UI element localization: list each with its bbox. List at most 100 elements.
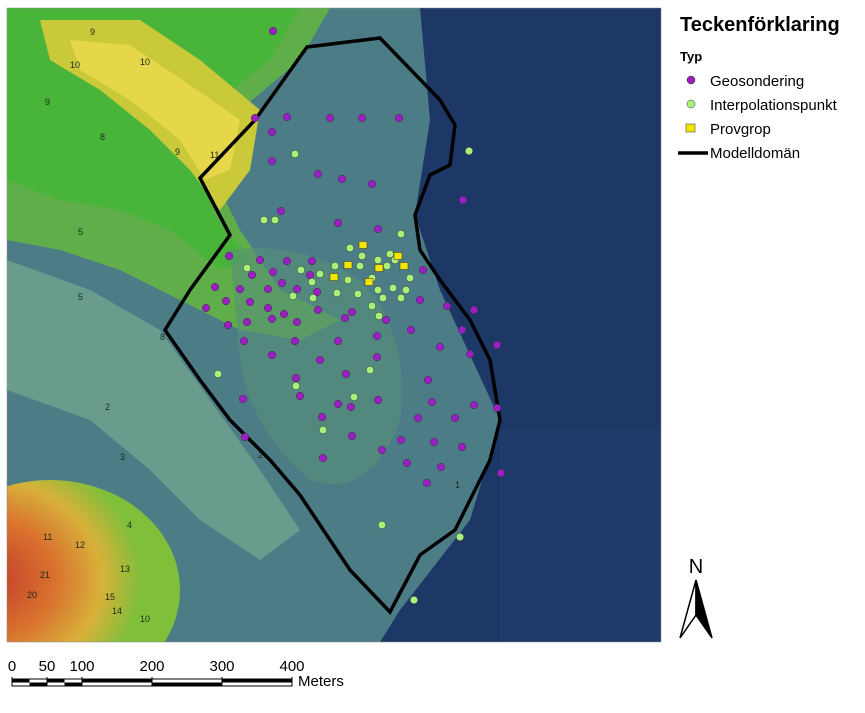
geosondering-point [210, 282, 220, 292]
interpolation-point [270, 215, 280, 225]
interpolation-point [307, 277, 317, 287]
contour-label: 5 [78, 227, 83, 237]
contour-label: 15 [105, 592, 115, 602]
geosondering-point [333, 336, 343, 346]
geosondering-point [367, 179, 377, 189]
contour-label: 21 [40, 570, 50, 580]
interpolation-point [308, 293, 318, 303]
contour-label: 2 [258, 450, 263, 460]
geosondering-point [469, 400, 479, 410]
provgrop-point [329, 273, 339, 281]
interpolation-point [367, 301, 377, 311]
geosondering-point [263, 303, 273, 313]
geosondering-point [465, 349, 475, 359]
interpolation-point [330, 261, 340, 271]
interpolation-point [345, 243, 355, 253]
legend-group: Typ [680, 49, 702, 64]
geosondering-point [282, 112, 292, 122]
contour-label: 8 [100, 132, 105, 142]
scale-segment [64, 682, 82, 686]
interpolation-point [455, 532, 465, 542]
geosondering-point [429, 437, 439, 447]
geosondering-point [402, 458, 412, 468]
scale-label: 50 [39, 658, 56, 675]
interpolation-point [377, 520, 387, 530]
geosondering-point [291, 373, 301, 383]
contour-label: 11 [43, 532, 52, 542]
geosondering-point [292, 284, 302, 294]
geosondering-point [267, 350, 277, 360]
coast [7, 260, 300, 560]
contour-label: 11 [210, 150, 219, 160]
contour-label: 14 [112, 606, 122, 616]
legend-title: Teckenförklaring [680, 14, 840, 36]
geosondering-point [333, 399, 343, 409]
geosondering-point [313, 169, 323, 179]
geosondering-point [242, 317, 252, 327]
sea-tile [500, 430, 661, 642]
geosondering-point [372, 352, 382, 362]
geosondering-point [312, 287, 322, 297]
map-border [6, 7, 662, 643]
contour-label: 9 [45, 97, 50, 107]
geosondering-point [357, 113, 367, 123]
geosondering-point [276, 206, 286, 216]
geosondering-point [341, 369, 351, 379]
contour-label: 10 [140, 57, 150, 67]
geosondering-point [318, 453, 328, 463]
geosondering-point [373, 224, 383, 234]
geosondering-point [223, 320, 233, 330]
interpolation-point [396, 293, 406, 303]
provgrop-point [399, 262, 409, 270]
geosondering-point [268, 267, 278, 277]
island-core [230, 248, 402, 484]
contour-label: 2 [105, 402, 110, 412]
geosondering-point [492, 340, 502, 350]
hill-top [70, 40, 240, 180]
geosondering-point [305, 270, 315, 280]
geosondering-point [277, 278, 287, 288]
north-arrow [695, 579, 713, 639]
geosondering-point [427, 397, 437, 407]
interpolation-point [385, 249, 395, 259]
scale-segment [152, 682, 222, 686]
geosondering-point [267, 156, 277, 166]
points [201, 26, 506, 605]
provgrop-point [358, 241, 368, 249]
interpolation-point [296, 265, 306, 275]
geosondering-point [418, 265, 428, 275]
legend-label: Geosondering [710, 73, 804, 90]
geosondering-point [235, 284, 245, 294]
geosondering-point [413, 413, 423, 423]
geosondering-point [396, 435, 406, 445]
north-arrow [679, 579, 697, 639]
geosondering-point [224, 251, 234, 261]
geosondering-point [263, 284, 273, 294]
contour-label: 3 [120, 452, 125, 462]
geosondering-point [313, 305, 323, 315]
scale-segment [29, 682, 47, 686]
legend-label: Interpolationspunkt [710, 97, 838, 114]
interpolation-point [405, 273, 415, 283]
geosondering-point [458, 195, 468, 205]
interpolation-point [288, 291, 298, 301]
contour-label: 10 [70, 60, 80, 70]
geosondering-point [422, 478, 432, 488]
interpolation-point [332, 288, 342, 298]
interpolation-point [401, 285, 411, 295]
geosondering-point [201, 303, 211, 313]
interpolation-point [290, 149, 300, 159]
interpolation-point [355, 261, 365, 271]
hill-south [7, 480, 180, 642]
scale-label: 100 [69, 658, 94, 675]
geosondering-point [442, 301, 452, 311]
legend-symbol [686, 75, 696, 85]
geosondering-point [377, 445, 387, 455]
geosondering-point [290, 336, 300, 346]
scale-label: 300 [209, 658, 234, 675]
interpolation-point [343, 275, 353, 285]
scale-segment [12, 679, 30, 683]
interpolation-point [388, 283, 398, 293]
interpolation-point [373, 285, 383, 295]
